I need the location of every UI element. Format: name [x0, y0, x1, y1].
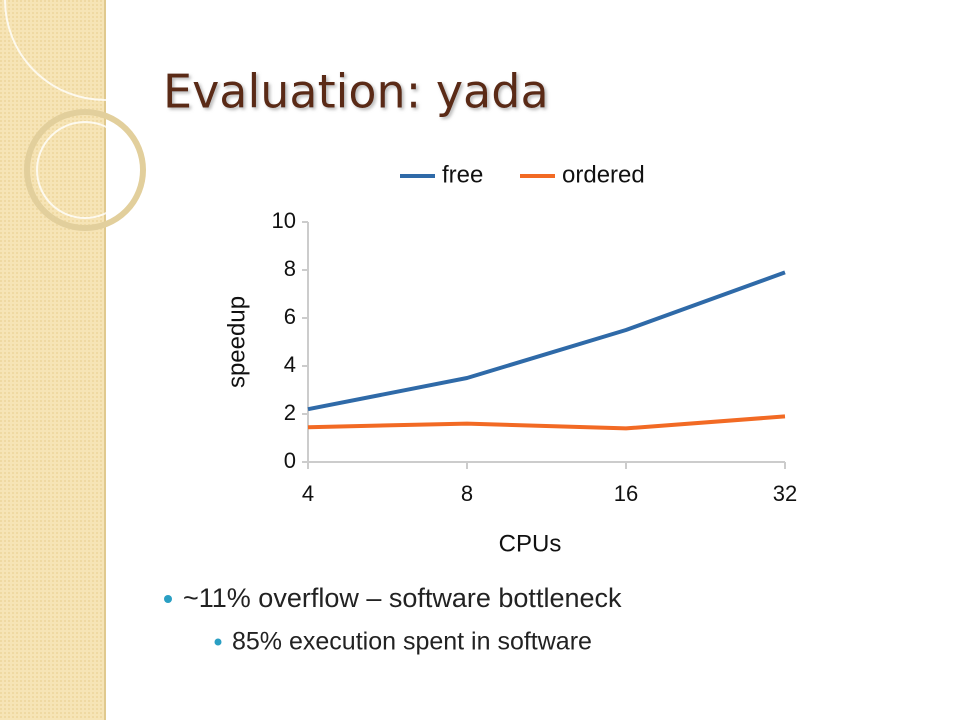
y-tick-label: 8	[284, 256, 296, 281]
x-tick-label: 8	[461, 481, 473, 506]
x-tick-label: 32	[773, 481, 797, 506]
line-series	[307, 270, 786, 412]
y-tick-label: 4	[284, 352, 296, 377]
bullet: ~11% overflow – software bottleneck	[183, 583, 622, 613]
legend-label: ordered	[562, 161, 645, 188]
bullet-dot	[164, 595, 172, 603]
decor-circle	[36, 121, 134, 219]
x-tick-label: 4	[302, 481, 314, 506]
legend-label: free	[442, 161, 483, 188]
y-tick-label: 2	[284, 400, 296, 425]
bullet: 85% execution spent in software	[232, 628, 592, 656]
y-tick-label: 6	[284, 304, 296, 329]
x-tick-label: 16	[614, 481, 638, 506]
slide-title: Evaluation: yada	[163, 65, 549, 119]
decor-circle	[24, 109, 146, 231]
y-tick-label: 10	[272, 208, 296, 233]
x-axis-label: CPUs	[499, 530, 562, 557]
y-tick-label: 0	[284, 448, 296, 473]
line-series	[307, 414, 786, 431]
decor-arc	[4, 0, 206, 101]
y-axis-label: speedup	[223, 296, 250, 388]
bullet-dot	[214, 638, 222, 646]
side-stripe	[0, 0, 105, 720]
